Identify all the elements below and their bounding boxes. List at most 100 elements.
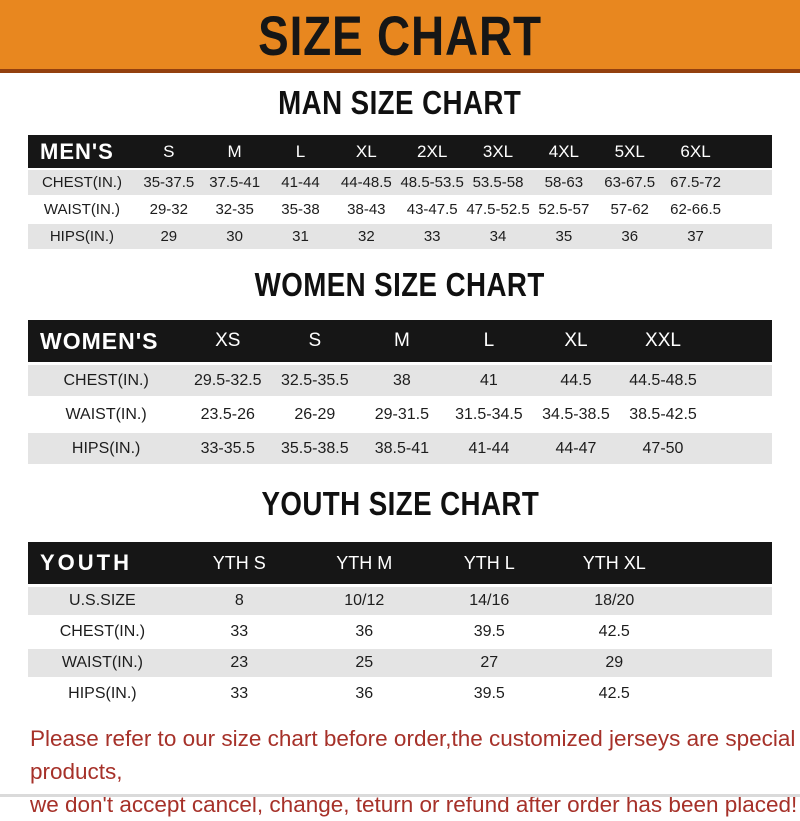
size-cell: 47.5-52.5 [466, 201, 530, 218]
women-size-table: WOMEN'S XS S M L XL XXL CHEST(IN.) 29.5-32.5 32.5… [28, 320, 772, 464]
size-cell: 57-62 [610, 201, 649, 218]
size-cell: 35 [555, 228, 573, 245]
size-cell: 39.5 [473, 685, 505, 702]
size-cell: 38.5-42.5 [629, 405, 697, 423]
size-cell: 44.5-48.5 [629, 371, 697, 389]
section-title-text: YOUTH SIZE CHART [261, 485, 539, 522]
youth-size-chart-section: YOUTH SIZE CHART YOUTH YTH S YTH M YTH L YTH… [0, 486, 800, 708]
row-label: HIPS(IN.) [68, 685, 137, 702]
size-cell: 48.5-53.5 [400, 174, 464, 191]
table-row: WAIST(IN.) 23 25 27 29 [28, 649, 772, 677]
size-cell: 8 [234, 592, 244, 609]
row-label: WAIST(IN.) [61, 654, 143, 671]
size-cell: 52.5-57 [538, 201, 590, 218]
table-header-row: WOMEN'S XS S M L XL XXL [28, 320, 772, 362]
column-header: YTH L [463, 552, 515, 573]
size-cell: 18/20 [594, 592, 635, 609]
women-size-chart-section: WOMEN SIZE CHART WOMEN'S XS S M L XL XXL CHEST(… [0, 267, 800, 464]
size-cell: 30 [226, 228, 243, 245]
bottom-divider [0, 794, 800, 797]
table-corner-label: WOMEN'S [40, 327, 159, 354]
table-row: CHEST(IN.) 35-37.5 37.5-41 41-44 44-48.5 48.5… [28, 170, 772, 195]
size-cell: 36 [355, 623, 374, 640]
column-header: YTH XL [582, 552, 646, 573]
section-title: WOMEN SIZE CHART [0, 267, 800, 303]
size-cell: 33 [230, 623, 249, 640]
table-corner-label: YOUTH [40, 550, 132, 575]
size-cell: 32-35 [215, 201, 254, 218]
size-cell: 38-43 [347, 201, 386, 218]
size-cell: 37 [687, 228, 704, 245]
section-title-text: MAN SIZE CHART [278, 84, 522, 121]
column-header: XS [215, 330, 241, 351]
row-label: CHEST(IN.) [63, 371, 149, 389]
size-cell: 10/12 [344, 592, 385, 609]
footer-line: we don't accept cancel, change, teturn o… [30, 792, 798, 817]
size-cell: 62-66.5 [670, 201, 721, 218]
size-cell: 33 [423, 228, 441, 245]
size-cell: 32 [357, 228, 375, 245]
column-header: S [308, 330, 322, 351]
size-cell: 29 [160, 228, 178, 245]
size-cell: 14/16 [469, 592, 510, 609]
size-cell: 29 [605, 654, 624, 671]
size-cell: 33-35.5 [200, 439, 255, 457]
size-cell: 25 [355, 654, 374, 671]
table-row: WAIST(IN.) 23.5-26 26-29 29-31.5 31.5-34.5 34… [28, 399, 772, 430]
size-cell: 42.5 [598, 623, 630, 640]
size-cell: 29-31.5 [374, 405, 429, 423]
column-header: 6XL [680, 141, 711, 161]
table-row: CHEST(IN.) 29.5-32.5 32.5-35.5 38 41 44.5 44.5… [28, 365, 772, 396]
column-header: 4XL [548, 141, 579, 161]
size-cell: 42.5 [598, 685, 630, 702]
size-cell: 26-29 [294, 405, 336, 423]
size-chart-banner: SIZE CHART [0, 0, 800, 73]
table-row: WAIST(IN.) 29-32 32-35 35-38 38-43 43-47.5 47.… [28, 197, 772, 222]
column-header: YTH S [212, 552, 266, 573]
table-corner-label: MEN'S [40, 138, 114, 164]
size-cell: 23.5-26 [200, 405, 255, 423]
size-cell: 35-38 [281, 201, 320, 218]
column-header: XL [355, 141, 377, 161]
column-header: XXL [645, 330, 681, 351]
size-cell: 67.5-72 [670, 174, 721, 191]
man-size-chart-section: MAN SIZE CHART MEN'S S M L XL 2XL 3XL 4XL 5XL 6XL… [0, 85, 800, 249]
size-cell: 44-47 [555, 439, 597, 457]
men-size-table: MEN'S S M L XL 2XL 3XL 4XL 5XL 6XL CHEST(IN.) 35-37… [28, 135, 772, 249]
row-label: CHEST(IN.) [59, 623, 146, 640]
row-label: HIPS(IN.) [71, 439, 141, 457]
size-cell: 63-67.5 [604, 174, 656, 191]
size-cell: 58-63 [544, 174, 584, 191]
size-cell: 23 [230, 654, 249, 671]
column-header: M [393, 330, 410, 351]
size-cell: 34.5-38.5 [542, 405, 610, 423]
size-cell: 38.5-41 [374, 439, 429, 457]
footer-note: Please refer to our size chart before or… [30, 722, 800, 821]
row-label: WAIST(IN.) [65, 405, 147, 423]
size-cell: 38 [392, 371, 411, 389]
size-cell: 35-37.5 [143, 174, 195, 191]
size-cell: 41-44 [468, 439, 510, 457]
size-cell: 34 [489, 228, 507, 245]
column-header: XL [564, 330, 588, 351]
column-header: 3XL [482, 141, 514, 161]
size-cell: 39.5 [473, 623, 505, 640]
size-cell: 44-48.5 [340, 174, 392, 191]
size-cell: 33 [230, 685, 249, 702]
table-header-row: YOUTH YTH S YTH M YTH L YTH XL [28, 542, 772, 584]
size-cell: 37.5-41 [209, 174, 261, 191]
column-header: L [483, 330, 495, 351]
column-header: L [295, 141, 306, 161]
table-row: HIPS(IN.) 29 30 31 32 33 34 35 36 37 [28, 224, 772, 249]
column-header: M [227, 141, 242, 161]
column-header: S [163, 141, 175, 161]
table-row: CHEST(IN.) 33 36 39.5 42.5 [28, 618, 772, 646]
table-row: HIPS(IN.) 33-35.5 35.5-38.5 38.5-41 41-44 44-… [28, 433, 772, 464]
column-header: YTH M [336, 552, 393, 573]
row-label: CHEST(IN.) [41, 174, 122, 191]
column-header: 2XL [417, 141, 448, 161]
size-cell: 29.5-32.5 [193, 371, 262, 389]
row-label: HIPS(IN.) [49, 228, 115, 245]
footer-line: Please refer to our size chart before or… [30, 726, 796, 784]
size-cell: 43-47.5 [406, 201, 458, 218]
